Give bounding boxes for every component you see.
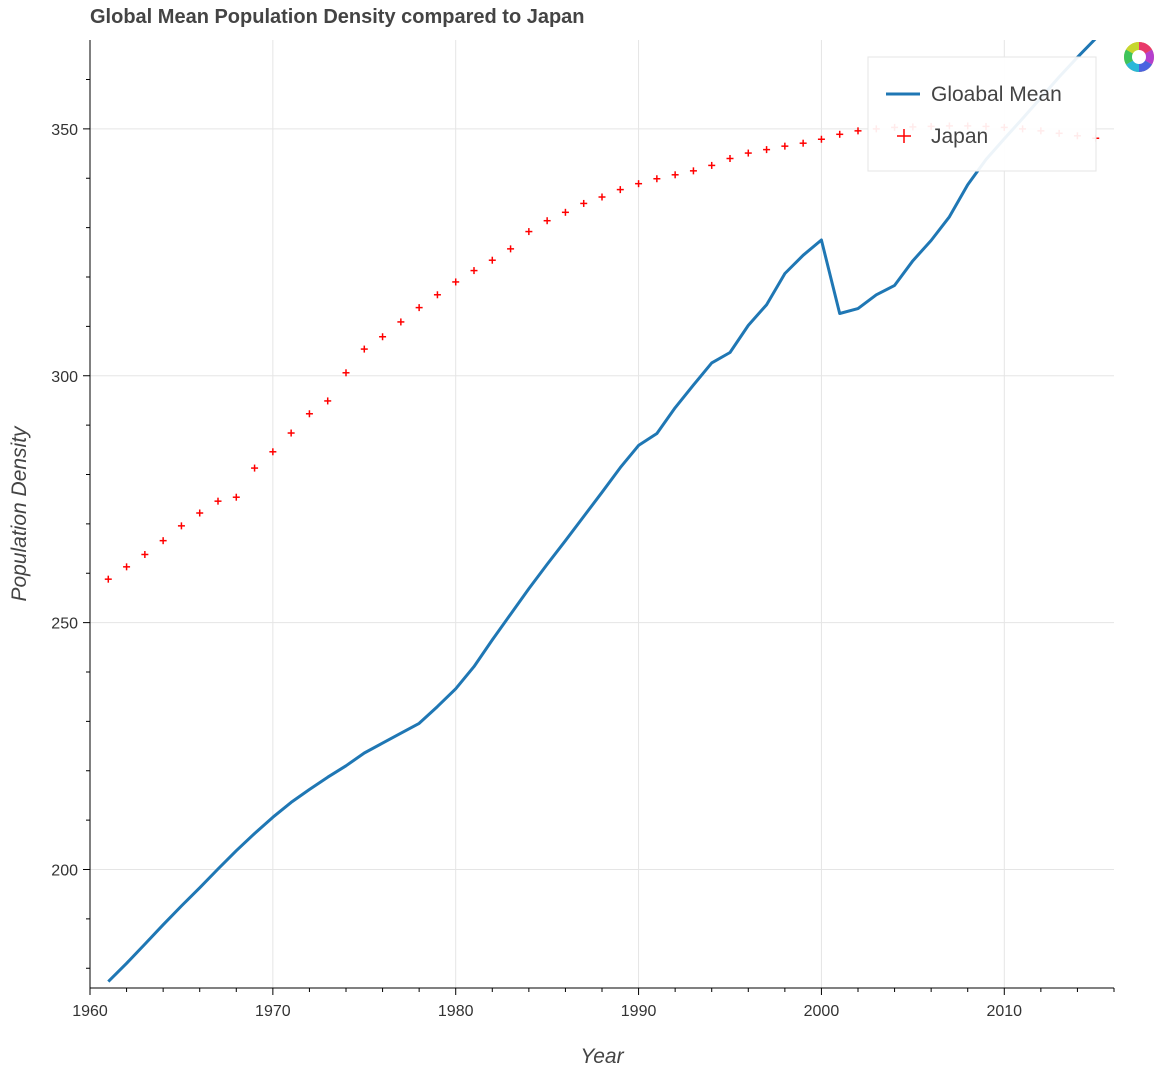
series-layer bbox=[104, 40, 1100, 983]
data-point-japan bbox=[671, 171, 679, 179]
data-point-japan bbox=[470, 267, 478, 275]
data-point-japan bbox=[452, 278, 460, 286]
data-point-japan bbox=[415, 304, 423, 312]
data-point-japan bbox=[104, 575, 112, 583]
data-point-japan bbox=[781, 142, 789, 150]
legend-item-global-mean[interactable]: Gloabal Mean bbox=[886, 83, 1062, 106]
data-point-japan bbox=[177, 522, 185, 530]
axes: 1960 1970 1980 1990 2000 2010 200 250 300 350 bbox=[51, 40, 1115, 1020]
data-point-japan bbox=[324, 397, 332, 405]
series-line-global-mean bbox=[107, 40, 1097, 983]
legend[interactable]: Gloabal Mean Japan bbox=[867, 56, 1097, 172]
data-point-japan bbox=[561, 208, 569, 216]
x-axis-label: Year bbox=[580, 1045, 624, 1068]
data-point-japan bbox=[379, 333, 387, 341]
data-point-japan bbox=[653, 175, 661, 183]
data-point-japan bbox=[543, 217, 551, 225]
chart-title: Global Mean Population Density compared … bbox=[90, 6, 585, 28]
data-point-japan bbox=[708, 161, 716, 169]
data-point-japan bbox=[580, 199, 588, 207]
data-point-japan bbox=[141, 550, 149, 558]
legend-label: Japan bbox=[931, 125, 988, 148]
data-point-japan bbox=[689, 167, 697, 175]
data-point-japan bbox=[525, 228, 533, 236]
data-point-japan bbox=[507, 245, 515, 253]
y-tick-label: 250 bbox=[51, 616, 78, 633]
data-point-japan bbox=[817, 135, 825, 143]
data-point-japan bbox=[287, 429, 295, 437]
data-point-japan bbox=[763, 146, 771, 154]
data-point-japan bbox=[488, 256, 496, 264]
x-tick-label: 2000 bbox=[804, 1003, 840, 1020]
data-point-japan bbox=[342, 369, 350, 377]
y-axis-label: Population Density bbox=[8, 425, 31, 602]
data-point-japan bbox=[744, 149, 752, 157]
data-point-japan bbox=[433, 291, 441, 299]
data-point-japan bbox=[214, 497, 222, 505]
data-point-japan bbox=[598, 193, 606, 201]
data-point-japan bbox=[397, 318, 405, 326]
y-tick-label: 200 bbox=[51, 863, 78, 880]
data-point-japan bbox=[251, 464, 259, 472]
data-point-japan bbox=[269, 448, 277, 456]
data-point-japan bbox=[836, 130, 844, 138]
y-tick-label: 350 bbox=[51, 122, 78, 139]
x-tick-label: 1960 bbox=[72, 1003, 108, 1020]
x-tick-label: 2010 bbox=[986, 1003, 1022, 1020]
data-point-japan bbox=[159, 537, 167, 545]
x-tick-label: 1980 bbox=[438, 1003, 474, 1020]
data-point-japan bbox=[305, 410, 313, 418]
x-tick-label: 1990 bbox=[621, 1003, 657, 1020]
data-point-japan bbox=[123, 563, 131, 571]
data-point-japan bbox=[232, 493, 240, 501]
y-tick-label: 300 bbox=[51, 369, 78, 386]
data-point-japan bbox=[799, 139, 807, 147]
data-point-japan bbox=[635, 180, 643, 188]
data-point-japan bbox=[616, 186, 624, 194]
legend-box bbox=[867, 56, 1097, 172]
data-point-japan bbox=[726, 155, 734, 162]
data-point-japan bbox=[360, 345, 368, 353]
x-tick-label: 1970 bbox=[255, 1003, 291, 1020]
data-point-japan bbox=[196, 509, 204, 517]
bokeh-logo-icon[interactable] bbox=[1122, 40, 1156, 74]
data-point-japan bbox=[854, 127, 862, 135]
legend-item-japan[interactable]: Japan bbox=[897, 125, 988, 148]
legend-label: Gloabal Mean bbox=[931, 83, 1062, 106]
